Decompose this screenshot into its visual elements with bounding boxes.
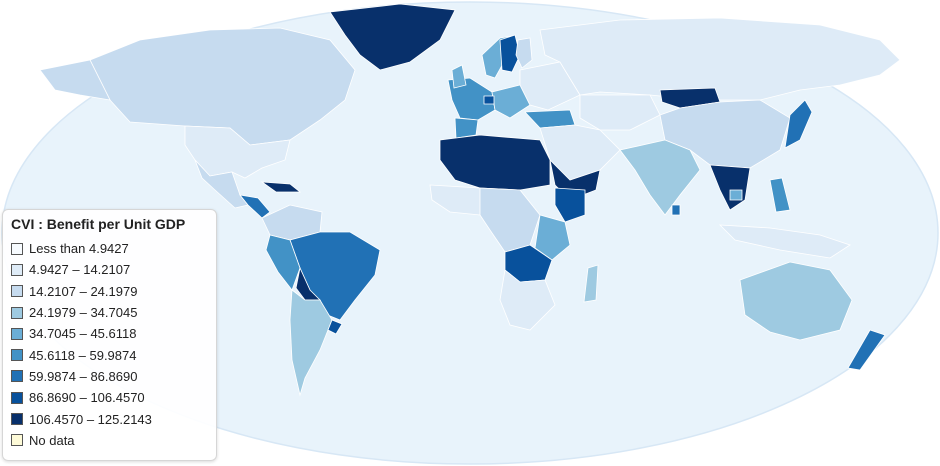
legend-label: Less than 4.9427 [29,241,129,257]
legend-item: No data [11,430,208,451]
legend-item: 4.9427 – 14.2107 [11,259,208,280]
region-russia[interactable] [539,17,901,101]
region-japan[interactable] [784,99,813,149]
legend-label: 45.6118 – 59.9874 [29,347,137,363]
region-central-europe[interactable] [491,84,531,119]
region-southern-africa[interactable] [499,269,556,331]
legend-label: No data [29,432,75,448]
legend-item: Less than 4.9427 [11,238,208,259]
region-central-asia[interactable] [579,94,661,131]
legend-swatch [11,349,23,362]
region-caribbean[interactable] [260,181,302,193]
legend-item: 86.8690 – 106.4570 [11,387,208,408]
legend-item: 14.2107 – 24.1979 [11,281,208,302]
region-philippines[interactable] [769,177,791,213]
region-india[interactable] [619,139,701,216]
region-cambodia[interactable] [729,189,743,201]
region-spain[interactable] [454,117,479,139]
legend-items: Less than 4.9427 4.9427 – 14.2107 14.210… [11,238,208,451]
region-switzerland[interactable] [483,95,495,105]
region-sri-lanka[interactable] [671,204,681,216]
legend-label: 106.4570 – 125.2143 [29,411,152,427]
legend-swatch [11,413,23,426]
legend-item: 24.1979 – 34.7045 [11,302,208,323]
region-indonesia[interactable] [718,224,851,259]
region-uk[interactable] [451,64,467,89]
region-canada[interactable] [89,27,356,146]
legend-label: 59.9874 – 86.8690 [29,368,138,384]
legend-swatch [11,434,23,447]
legend-swatch [11,306,23,319]
legend-item: 34.7045 – 45.6118 [11,323,208,344]
legend-title: CVI : Benefit per Unit GDP [11,216,186,232]
legend-label: 14.2107 – 24.1979 [29,283,138,299]
region-argentina[interactable] [289,289,333,397]
region-central-america[interactable] [239,194,271,219]
region-new-zealand[interactable] [847,329,886,371]
legend-swatch [11,242,23,255]
region-sweden[interactable] [499,34,521,73]
legend-label: 86.8690 – 106.4570 [29,390,145,406]
region-east-africa[interactable] [534,214,571,261]
legend-item: 45.6118 – 59.9874 [11,344,208,365]
legend-swatch [11,263,23,276]
region-finland[interactable] [515,37,533,69]
legend-label: 24.1979 – 34.7045 [29,305,138,321]
region-madagascar[interactable] [583,264,599,303]
region-western-europe[interactable] [447,77,496,121]
legend-label: 4.9427 – 14.2107 [29,262,131,278]
region-north-africa[interactable] [439,134,551,191]
region-uruguay[interactable] [327,319,343,335]
legend-label: 34.7045 – 45.6118 [29,326,137,342]
legend-item: 59.9874 – 86.8690 [11,366,208,387]
legend-swatch [11,285,23,298]
region-greenland[interactable] [329,3,456,71]
region-usa[interactable] [184,125,291,179]
legend-swatch [11,327,23,340]
region-ethiopia[interactable] [554,187,586,223]
region-australia[interactable] [739,261,853,341]
legend-swatch [11,370,23,383]
map-legend: CVI : Benefit per Unit GDP Less than 4.9… [2,209,217,461]
legend-item: 106.4570 – 125.2143 [11,408,208,429]
legend-swatch [11,391,23,404]
region-alaska[interactable] [39,59,111,101]
